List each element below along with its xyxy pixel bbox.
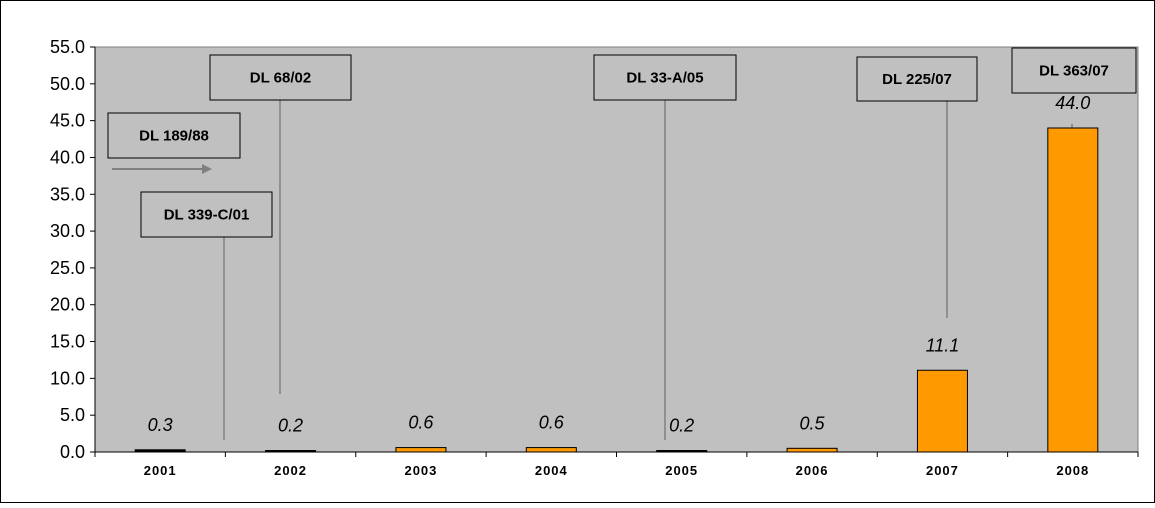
y-tick-label: 20.0 [50, 295, 85, 315]
data-label: 0.6 [539, 413, 565, 433]
y-tick-label: 25.0 [50, 258, 85, 278]
annotation-callout: DL 225/07 [856, 56, 978, 102]
annotation-box [107, 112, 241, 159]
annotation-callout: DL 189/88 [107, 112, 241, 159]
x-tick-label: 2003 [404, 463, 437, 478]
annotation-callout: DL 68/02 [209, 54, 352, 101]
x-tick-label: 2008 [1056, 463, 1089, 478]
y-tick-label: 10.0 [50, 368, 85, 388]
annotation-box [209, 54, 352, 101]
data-label: 11.1 [926, 335, 960, 355]
annotation-label: DL 33-A/05 [626, 70, 703, 87]
y-tick-label: 35.0 [50, 184, 85, 204]
bar-2001 [134, 449, 186, 453]
bar-2008 [1047, 127, 1099, 453]
y-tick-label: 50.0 [50, 74, 85, 94]
y-tick-label: 45.0 [50, 111, 85, 131]
data-label: 0.3 [148, 415, 173, 435]
arrow-head-icon [202, 164, 212, 174]
data-label: 0.2 [669, 416, 694, 436]
annotation-callout: DL 339-C/01 [140, 191, 273, 238]
bar-2004 [525, 447, 577, 453]
data-label: 44.0 [1055, 93, 1090, 113]
bar-2007 [916, 369, 968, 453]
bar-2005 [656, 450, 708, 453]
y-tick-label: 30.0 [50, 221, 85, 241]
plot-area [94, 46, 1139, 453]
annotation-label: DL 189/88 [139, 128, 209, 145]
annotation-box [593, 54, 737, 101]
y-tick-label: 15.0 [50, 332, 85, 352]
bar-2003 [395, 447, 447, 453]
annotations: DL 189/88 DL 339-C/01 DL 68/02 DL 33-A/05 DL… [107, 47, 1137, 238]
x-tick-label: 2005 [665, 463, 698, 478]
data-label: 0.2 [278, 416, 303, 436]
bar-2006 [786, 447, 838, 453]
y-tick-label: 5.0 [60, 405, 85, 425]
y-tick-label: 55.0 [50, 37, 85, 57]
data-label: 0.6 [408, 413, 434, 433]
x-tick-label: 2006 [796, 463, 829, 478]
y-tick-label: 40.0 [50, 147, 85, 167]
x-tick-label: 2004 [535, 463, 568, 478]
x-tick-label: 2007 [926, 463, 959, 478]
annotation-label: DL 68/02 [250, 70, 311, 87]
bars [134, 127, 1099, 453]
annotation-label: DL 225/07 [882, 71, 952, 88]
bar-2002 [265, 450, 317, 453]
annotation-label: DL 363/07 [1039, 63, 1109, 80]
annotation-callout: DL 363/07 [1011, 47, 1137, 94]
annotation-callout: DL 33-A/05 [593, 54, 737, 101]
annotation-box [856, 56, 978, 102]
x-tick-label: 2001 [144, 463, 177, 478]
data-label: 0.5 [800, 413, 826, 433]
x-tick-label: 2002 [274, 463, 307, 478]
data-labels: 0.3 0.2 0.6 0.6 0.2 0.5 11.1 44.0 [148, 93, 1091, 436]
y-axis: 0.0 5.0 10.0 15.0 20.0 25.0 30.0 35.0 40.0 45.0 50… [50, 37, 96, 462]
annotation-box [1011, 47, 1137, 94]
annotation-label: DL 339-C/01 [164, 207, 250, 224]
annotation-box [140, 191, 273, 238]
y-tick-label: 0.0 [60, 442, 85, 462]
